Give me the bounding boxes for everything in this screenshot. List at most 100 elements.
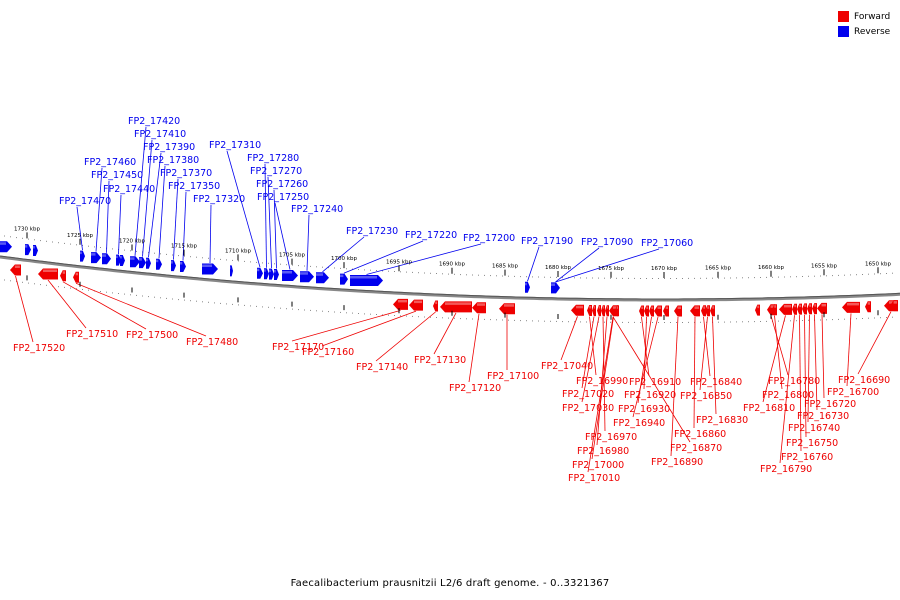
gene-FP2_17140[interactable]: [433, 300, 438, 312]
gene-FP2_16720[interactable]: [817, 302, 827, 314]
gene-label-FP2_16720: FP2_16720: [804, 399, 856, 410]
gene-feature[interactable]: [755, 304, 760, 316]
leader-line: [555, 248, 660, 283]
gene-FP2_17440[interactable]: [116, 254, 121, 266]
gene-label-FP2_17280: FP2_17280: [247, 153, 299, 164]
gene-FP2_17380[interactable]: [156, 258, 162, 270]
backbone-layer: [0, 255, 900, 302]
gene-FP2_17000[interactable]: [609, 305, 618, 317]
leader-line: [807, 314, 810, 423]
gene-label-FP2_17440: FP2_17440: [103, 184, 155, 195]
ruler-tick-label: 1655 kbp: [811, 263, 837, 269]
gene-FP2_16910[interactable]: [639, 305, 644, 317]
gene-feature[interactable]: [663, 305, 669, 317]
leader-line: [857, 311, 892, 375]
ruler-dot-layer: [4, 235, 893, 323]
gene-FP2_17120[interactable]: [472, 302, 486, 314]
gene-FP2_16860[interactable]: [690, 305, 700, 317]
gene-feature[interactable]: [615, 305, 619, 317]
gene-FP2_17260[interactable]: [274, 269, 279, 280]
gene-label-FP2_16700: FP2_16700: [827, 387, 879, 398]
gene-FP2_17520[interactable]: [10, 264, 21, 276]
leader-line: [142, 139, 153, 257]
gene-FP2_17370[interactable]: [171, 260, 176, 272]
leader-line: [527, 246, 540, 282]
gene-label-layer: FP2_17470 FP2_17460 FP2_17450 FP2_17440 FP2_…: [13, 116, 890, 484]
gene-FP2_17130[interactable]: [440, 301, 472, 313]
leader-line: [632, 316, 659, 418]
gene-FP2_17390[interactable]: [146, 257, 151, 269]
gene-FP2_16780[interactable]: [767, 304, 775, 316]
gene-FP2_16970[interactable]: [601, 305, 605, 317]
gene-FP2_17220[interactable]: [340, 273, 348, 285]
gene-FP2_17500[interactable]: [60, 270, 66, 282]
gene-feature[interactable]: [230, 265, 233, 277]
gene-label-FP2_17410: FP2_17410: [134, 129, 186, 140]
legend-forward: Forward: [838, 9, 890, 24]
gene-FP2_16920[interactable]: [644, 305, 649, 317]
gene-label-FP2_17030: FP2_17030: [562, 403, 614, 414]
gene-FP2_17160[interactable]: [409, 299, 423, 311]
gene-FP2_17410[interactable]: [139, 257, 146, 269]
leader-line: [274, 202, 291, 270]
gene-FP2_17100[interactable]: [499, 303, 515, 315]
gene-feature[interactable]: [33, 245, 38, 256]
gene-FP2_17190[interactable]: [525, 281, 530, 293]
gene-FP2_16840[interactable]: [701, 305, 706, 317]
gene-feature[interactable]: [0, 241, 12, 253]
gene-FP2_17350[interactable]: [180, 261, 186, 272]
gene-FP2_16730[interactable]: [812, 303, 817, 315]
gene-FP2_16740[interactable]: [807, 303, 812, 315]
gene-FP2_17090[interactable]: [551, 282, 560, 294]
leader-line: [693, 316, 696, 429]
leader-line: [770, 315, 789, 376]
gene-FP2_17420[interactable]: [130, 256, 140, 268]
gene-feature[interactable]: [890, 300, 898, 312]
gene-FP2_16810[interactable]: [779, 303, 792, 315]
gene-label-FP2_17460: FP2_17460: [84, 157, 136, 168]
gene-FP2_17460[interactable]: [91, 252, 101, 264]
ruler-tick-label: 1710 kbp: [225, 248, 251, 254]
gene-FP2_17480[interactable]: [73, 271, 79, 283]
gene-FP2_16990[interactable]: [587, 305, 592, 316]
gene-FP2_17030[interactable]: [597, 305, 601, 317]
gene-FP2_17450[interactable]: [102, 253, 111, 265]
leader-line: [774, 315, 783, 390]
gene-feature[interactable]: [865, 301, 871, 313]
gene-FP2_16890[interactable]: [674, 305, 682, 317]
gene-FP2_17310[interactable]: [257, 267, 263, 279]
gene-FP2_16760[interactable]: [797, 303, 802, 315]
gene-FP2_17240[interactable]: [300, 271, 314, 283]
gene-FP2_17280[interactable]: [264, 268, 269, 280]
gene-label-FP2_16840: FP2_16840: [690, 377, 742, 388]
gene-FP2_17250[interactable]: [282, 270, 298, 281]
gene-feature[interactable]: [120, 255, 125, 266]
gene-label-FP2_17240: FP2_17240: [291, 204, 343, 215]
gene-FP2_17320[interactable]: [202, 263, 218, 275]
gene-FP2_16930[interactable]: [649, 305, 654, 317]
legend-forward-label: Forward: [854, 11, 891, 22]
gene-FP2_16800[interactable]: [772, 304, 777, 316]
gene-FP2_17200[interactable]: [350, 275, 383, 286]
leader-line: [375, 311, 436, 362]
gene-FP2_17270[interactable]: [269, 268, 274, 280]
gene-FP2_17040[interactable]: [571, 304, 584, 316]
gene-FP2_16940[interactable]: [654, 305, 662, 317]
gene-FP2_17510[interactable]: [38, 268, 58, 280]
leader-line: [321, 310, 417, 347]
gene-FP2_17230[interactable]: [316, 272, 329, 284]
gene-label-FP2_16810: FP2_16810: [743, 403, 795, 414]
gene-FP2_17470[interactable]: [80, 250, 85, 262]
reverse-swatch: [838, 26, 849, 37]
legend: Forward Reverse: [838, 9, 890, 39]
ruler-tick-label: 1650 kbp: [865, 261, 891, 267]
gene-FP2_16790[interactable]: [792, 303, 797, 315]
gene-FP2_17170[interactable]: [393, 298, 408, 310]
gene-FP2_16980[interactable]: [605, 305, 609, 317]
gene-FP2_16830[interactable]: [710, 305, 715, 317]
gene-FP2_16750[interactable]: [802, 303, 807, 315]
gene-FP2_17020[interactable]: [592, 305, 596, 317]
gene-feature[interactable]: [25, 244, 31, 256]
gene-FP2_16700[interactable]: [842, 301, 860, 313]
gene-FP2_16850[interactable]: [705, 305, 710, 317]
